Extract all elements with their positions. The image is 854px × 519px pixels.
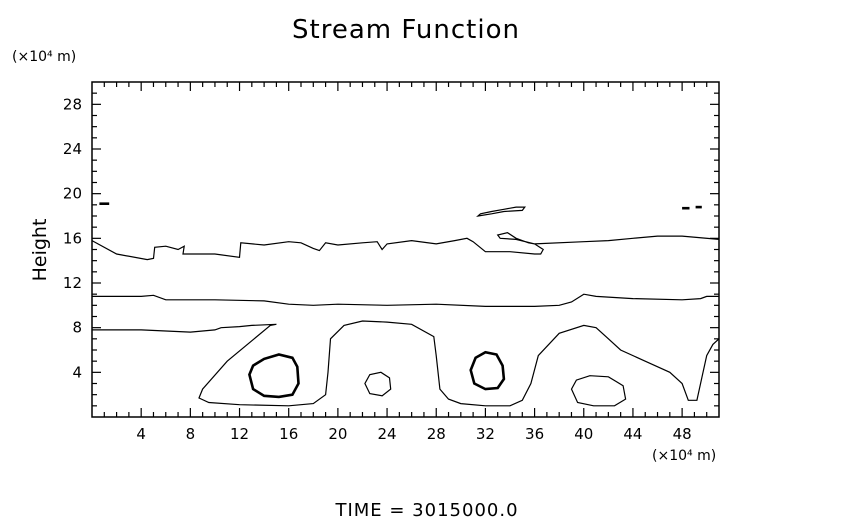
x-tick-label: 36: [525, 425, 544, 443]
x-tick-label: 20: [328, 425, 347, 443]
contour-lower-contour-8: [92, 320, 720, 407]
contour-vortex-32: [469, 350, 506, 391]
y-tick-label: 8: [72, 319, 82, 337]
contour-middle-contour-10: [92, 293, 719, 307]
x-tick-label: 32: [476, 425, 495, 443]
x-tick-label: 12: [230, 425, 249, 443]
contour-cell-41: [570, 375, 627, 407]
x-tick-label: 40: [574, 425, 593, 443]
x-tick-label: 16: [279, 425, 298, 443]
x-tick-label: 48: [673, 425, 692, 443]
y-tick-label: 4: [72, 363, 82, 381]
x-tick-label: 4: [136, 425, 146, 443]
contour-upper-contour-16: [91, 232, 720, 261]
x-tick-label: 8: [186, 425, 196, 443]
contour-lines: [91, 202, 720, 407]
x-tick-label: 44: [623, 425, 642, 443]
y-tick-label: 12: [63, 274, 82, 292]
x-tick-label: 24: [378, 425, 397, 443]
y-tick-label: 24: [63, 140, 82, 158]
y-tick-label: 28: [63, 95, 82, 113]
contour-small-contour-19: [476, 206, 527, 217]
x-tick-labels: 4 8 12 16 20 24 28 32 36 40 44 48: [136, 425, 691, 443]
y-tick-label: 16: [63, 229, 82, 247]
y-axis-label: Height: [29, 219, 51, 282]
chart-title: Stream Function: [292, 15, 520, 45]
y-unit-label: (×10⁴ m): [12, 49, 76, 65]
y-tick-label: 20: [63, 185, 82, 203]
time-label: TIME = 3015000.0: [334, 500, 518, 519]
contour-vortex-15: [248, 353, 300, 399]
x-tick-label: 28: [427, 425, 446, 443]
y-tick-labels: 4 8 12 16 20 24 28: [63, 95, 82, 381]
contour-small-cell-23: [364, 371, 392, 397]
x-unit-label: (×10⁴ m): [652, 448, 716, 464]
axis-ticks: [92, 82, 719, 417]
plot-frame: [91, 81, 720, 418]
